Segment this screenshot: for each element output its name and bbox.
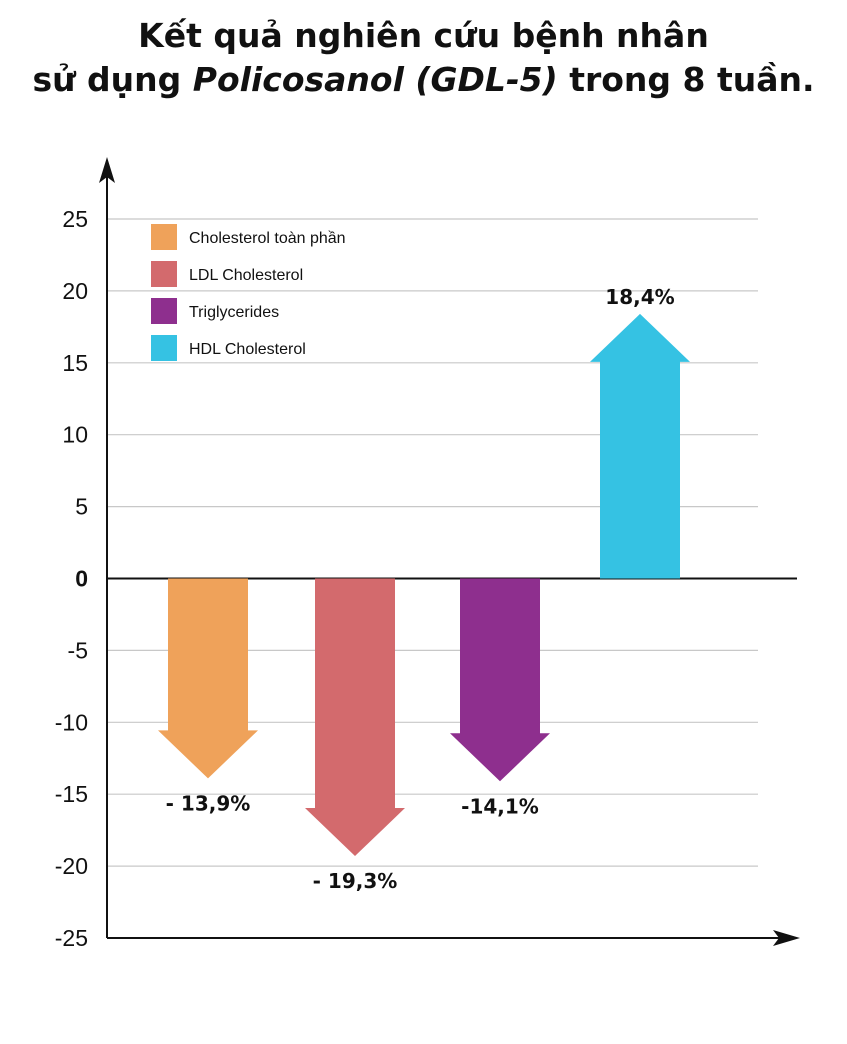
legend-label: Triglycerides (189, 304, 279, 321)
legend-label: LDL Cholesterol (189, 267, 303, 284)
bar-arrow (158, 578, 258, 779)
y-tick-label: -15 (55, 781, 88, 807)
title-line-2-start: sử dụng (32, 60, 193, 99)
y-tick-label: -5 (68, 637, 88, 663)
y-tick-label: -10 (55, 709, 88, 735)
x-axis-arrowhead (773, 930, 800, 946)
y-axis-arrowhead (99, 157, 115, 183)
legend-label: Cholesterol toàn phần (189, 230, 346, 247)
y-tick-label: 10 (62, 422, 88, 448)
bar-arrow (305, 578, 405, 857)
data-label: -14,1% (461, 794, 539, 818)
title-line-2: sử dụng Policosanol (GDL-5) trong 8 tuần… (0, 58, 847, 102)
title-line-2-end: trong 8 tuần. (557, 60, 815, 99)
legend-swatch (151, 261, 177, 287)
y-tick-label: 5 (75, 494, 88, 520)
title-line-2-italic: Policosanol (GDL-5) (192, 60, 558, 99)
title-line-1: Kết quả nghiên cứu bệnh nhân (138, 16, 709, 55)
data-label: - 13,9% (166, 791, 251, 815)
bar-arrow (590, 313, 690, 579)
y-tick-label: 20 (62, 278, 88, 304)
data-label: 18,4% (605, 285, 674, 309)
y-tick-label: -25 (55, 925, 88, 951)
bar-arrow (450, 578, 550, 782)
chart-title: Kết quả nghiên cứu bệnh nhân sử dụng Pol… (0, 14, 847, 102)
legend-swatch (151, 298, 177, 324)
y-tick-label: 15 (62, 350, 88, 376)
y-tick-label: -20 (55, 853, 88, 879)
y-tick-label: 25 (62, 206, 88, 232)
legend-label: HDL Cholesterol (189, 341, 306, 358)
legend-swatch (151, 224, 177, 250)
legend-swatch (151, 335, 177, 361)
y-tick-label: 0 (75, 566, 88, 592)
data-label: - 19,3% (313, 869, 398, 893)
